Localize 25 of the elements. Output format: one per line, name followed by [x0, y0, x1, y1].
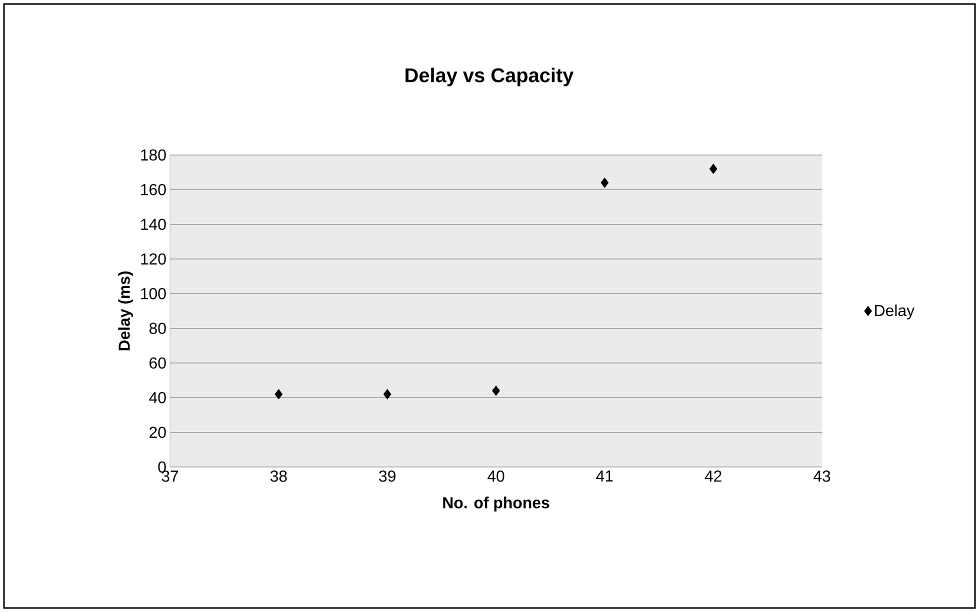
x-tick-label: 41: [596, 470, 613, 482]
y-tick-label: 80: [149, 322, 166, 334]
y-tick-label: 180: [141, 149, 166, 161]
y-tick-label: 160: [141, 184, 166, 196]
x-tick-label: 39: [379, 470, 396, 482]
y-tick-label: 20: [150, 426, 166, 438]
x-axis-title: No. of phones: [443, 496, 550, 512]
x-tick-label: 40: [487, 470, 504, 482]
point: [709, 164, 718, 174]
y-tick-label: 60: [150, 357, 166, 369]
point: [274, 389, 283, 400]
point: [492, 386, 500, 396]
y-tick-label: 40: [149, 392, 166, 404]
chart-title: Delay vs Capacity: [406, 68, 574, 86]
point: [383, 389, 392, 400]
x-tick-label: 42: [704, 470, 722, 482]
point: [600, 178, 609, 188]
y-tick-label: 120: [141, 253, 166, 265]
x-tick-label: 43: [813, 470, 830, 482]
y-tick-label: 100: [141, 288, 166, 300]
y-tick-label: 140: [141, 218, 166, 230]
legend-label: Delay: [875, 304, 915, 320]
x-tick-label: 37: [162, 470, 178, 482]
y-axis-title: Delay (ms): [118, 272, 134, 350]
x-tick-label: 38: [270, 470, 287, 482]
